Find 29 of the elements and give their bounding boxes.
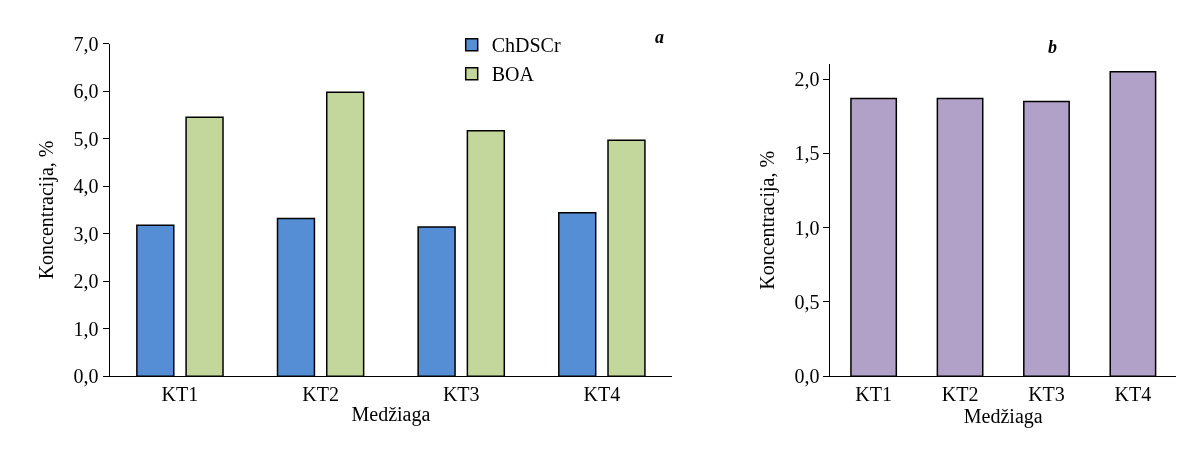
x-axis-title: Medžiaga — [963, 405, 1043, 429]
x-tick-label: KT3 — [442, 383, 480, 406]
y-tick-label: 2,0 — [73, 270, 99, 293]
y-tick-label: 1,0 — [73, 317, 99, 340]
y-tick-label: 0,0 — [794, 365, 820, 388]
y-tick-label: 3,0 — [73, 222, 99, 245]
y-tick-label: 6,0 — [73, 80, 99, 103]
y-tick-label: 0,5 — [794, 290, 820, 313]
y-tick-label: 1,5 — [794, 142, 820, 165]
y-tick-label: 4,0 — [73, 175, 99, 198]
y-axis-title: Koncentracija, % — [35, 140, 59, 280]
y-tick-label: 2,0 — [794, 68, 820, 91]
y-axis-title: Koncentracija, % — [755, 150, 779, 290]
x-tick-label: KT1 — [855, 383, 892, 406]
legend-label: BOA — [491, 63, 535, 86]
y-tick-label: 7,0 — [73, 32, 99, 55]
legend-label: ChDSCr — [491, 34, 561, 57]
x-axis-title: Medžiaga — [351, 402, 431, 426]
x-tick-label: KT4 — [583, 383, 621, 406]
annotation: a — [655, 27, 664, 47]
x-tick-label: KT1 — [161, 383, 199, 406]
y-tick-label: 5,0 — [73, 127, 99, 150]
x-tick-label: KT2 — [941, 383, 979, 406]
x-tick-label: KT2 — [302, 383, 339, 406]
x-tick-label: KT4 — [1114, 383, 1152, 406]
text: b — [1048, 37, 1057, 57]
x-tick-label: KT3 — [1028, 383, 1065, 406]
y-tick-label: 0,0 — [73, 365, 99, 388]
y-tick-label: 1,0 — [794, 216, 820, 239]
